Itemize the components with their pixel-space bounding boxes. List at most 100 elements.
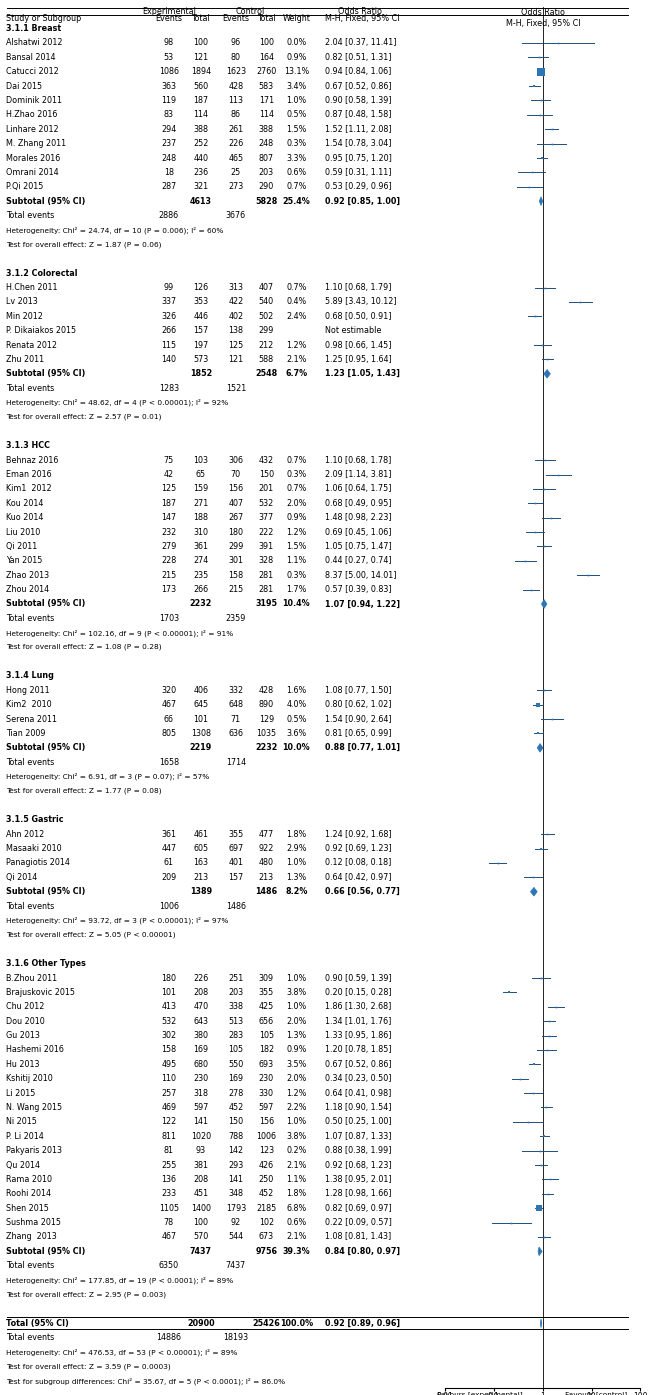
- Text: 807: 807: [259, 153, 274, 163]
- Text: Total (95% CI): Total (95% CI): [6, 1318, 70, 1328]
- Text: P. Dikaiakos 2015: P. Dikaiakos 2015: [6, 326, 77, 335]
- Polygon shape: [530, 887, 537, 896]
- Text: 0.69 [0.45, 1.06]: 0.69 [0.45, 1.06]: [325, 527, 391, 537]
- Text: 233: 233: [161, 1190, 177, 1198]
- Text: 3.8%: 3.8%: [286, 988, 306, 997]
- Text: 2548: 2548: [255, 370, 278, 378]
- Text: 125: 125: [228, 340, 244, 350]
- Text: 171: 171: [259, 96, 274, 105]
- Text: 126: 126: [193, 283, 209, 292]
- Text: Panagiotis 2014: Panagiotis 2014: [6, 858, 70, 868]
- Text: 1.8%: 1.8%: [286, 830, 306, 838]
- Text: 1.7%: 1.7%: [286, 585, 307, 594]
- Text: 1.10 [0.68, 1.79]: 1.10 [0.68, 1.79]: [325, 283, 391, 292]
- Text: 208: 208: [193, 988, 209, 997]
- Text: Subtotal (95% CI): Subtotal (95% CI): [6, 370, 86, 378]
- Text: 0.81 [0.65, 0.99]: 0.81 [0.65, 0.99]: [325, 730, 391, 738]
- Text: 2.1%: 2.1%: [286, 1232, 307, 1242]
- Text: 1.08 [0.77, 1.50]: 1.08 [0.77, 1.50]: [325, 686, 391, 695]
- Text: 173: 173: [161, 585, 177, 594]
- Text: 3.3%: 3.3%: [286, 153, 306, 163]
- Text: 187: 187: [161, 499, 177, 508]
- Text: 119: 119: [161, 96, 177, 105]
- Text: 0.80 [0.62, 1.02]: 0.80 [0.62, 1.02]: [325, 700, 391, 709]
- Text: 103: 103: [193, 456, 208, 465]
- Text: 39.3%: 39.3%: [283, 1247, 310, 1256]
- Text: 3.5%: 3.5%: [286, 1060, 307, 1069]
- Text: P.Qi 2015: P.Qi 2015: [6, 183, 44, 191]
- Text: 273: 273: [228, 183, 244, 191]
- Text: 544: 544: [228, 1232, 243, 1242]
- Text: Hong 2011: Hong 2011: [6, 686, 50, 695]
- Text: Dai 2015: Dai 2015: [6, 81, 43, 91]
- Text: 25.4%: 25.4%: [283, 197, 310, 205]
- Text: 105: 105: [228, 1045, 243, 1055]
- Text: 101: 101: [161, 988, 176, 997]
- Text: 355: 355: [228, 830, 244, 838]
- Text: Pakyaris 2013: Pakyaris 2013: [6, 1147, 62, 1155]
- Text: 156: 156: [259, 1117, 274, 1126]
- Text: Kim1  2012: Kim1 2012: [6, 484, 52, 494]
- Text: 1006: 1006: [256, 1131, 276, 1141]
- Text: 0.82 [0.69, 0.97]: 0.82 [0.69, 0.97]: [325, 1204, 392, 1212]
- Text: 338: 338: [228, 1002, 243, 1011]
- Text: 1.52 [1.11, 2.08]: 1.52 [1.11, 2.08]: [325, 124, 391, 134]
- Text: 540: 540: [259, 297, 274, 307]
- Text: 452: 452: [228, 1103, 244, 1112]
- Text: 467: 467: [161, 700, 177, 709]
- Text: 0.7%: 0.7%: [286, 183, 307, 191]
- Text: 0.98 [0.66, 1.45]: 0.98 [0.66, 1.45]: [325, 340, 391, 350]
- Text: 636: 636: [228, 730, 243, 738]
- Text: 18193: 18193: [223, 1334, 248, 1342]
- Text: 588: 588: [259, 354, 274, 364]
- Text: Li 2015: Li 2015: [6, 1088, 36, 1098]
- Text: 0.3%: 0.3%: [286, 470, 306, 478]
- Text: 318: 318: [193, 1088, 208, 1098]
- Polygon shape: [540, 1320, 542, 1328]
- Text: Total events: Total events: [6, 384, 55, 393]
- Polygon shape: [544, 370, 551, 378]
- Text: 1.10 [0.68, 1.78]: 1.10 [0.68, 1.78]: [325, 456, 391, 465]
- Text: 8.37 [5.00, 14.01]: 8.37 [5.00, 14.01]: [325, 571, 396, 580]
- Text: Test for overall effect: Z = 3.59 (P = 0.0003): Test for overall effect: Z = 3.59 (P = 0…: [6, 1363, 171, 1370]
- Text: 1.2%: 1.2%: [286, 340, 307, 350]
- Text: 1486: 1486: [226, 901, 246, 911]
- Text: 407: 407: [228, 499, 243, 508]
- Text: Favours [experimental]: Favours [experimental]: [437, 1391, 522, 1395]
- Text: 422: 422: [228, 297, 244, 307]
- Text: 1283: 1283: [159, 384, 179, 393]
- Text: H.Chen 2011: H.Chen 2011: [6, 283, 58, 292]
- Text: 310: 310: [193, 527, 208, 537]
- Text: Hashemi 2016: Hashemi 2016: [6, 1045, 64, 1055]
- Text: Kou 2014: Kou 2014: [6, 499, 44, 508]
- Text: 169: 169: [193, 1045, 209, 1055]
- Text: 301: 301: [228, 557, 243, 565]
- Text: 1703: 1703: [159, 614, 179, 624]
- Text: 271: 271: [193, 499, 209, 508]
- Text: 0.94 [0.84, 1.06]: 0.94 [0.84, 1.06]: [325, 67, 391, 77]
- Text: 0.67 [0.52, 0.86]: 0.67 [0.52, 0.86]: [325, 1060, 391, 1069]
- Text: Total events: Total events: [6, 1261, 55, 1271]
- Text: Total events: Total events: [6, 211, 55, 220]
- Text: Liu 2010: Liu 2010: [6, 527, 41, 537]
- Text: 1.1%: 1.1%: [286, 1175, 306, 1184]
- Text: 377: 377: [259, 513, 274, 522]
- Text: 1.28 [0.98, 1.66]: 1.28 [0.98, 1.66]: [325, 1190, 391, 1198]
- Text: Test for subgroup differences: Chi² = 35.67, df = 5 (P < 0.0001); I² = 86.0%: Test for subgroup differences: Chi² = 35…: [6, 1377, 285, 1385]
- Text: 361: 361: [161, 830, 176, 838]
- Text: 65: 65: [196, 470, 206, 478]
- Text: 235: 235: [193, 571, 209, 580]
- Text: 0.68 [0.50, 0.91]: 0.68 [0.50, 0.91]: [325, 311, 391, 321]
- Text: 100: 100: [193, 1218, 208, 1228]
- Text: 0.9%: 0.9%: [286, 53, 307, 61]
- Text: Gu 2013: Gu 2013: [6, 1031, 40, 1041]
- Text: Test for overall effect: Z = 2.95 (P = 0.003): Test for overall effect: Z = 2.95 (P = 0…: [6, 1292, 166, 1297]
- Text: Min 2012: Min 2012: [6, 311, 44, 321]
- Text: 605: 605: [193, 844, 209, 854]
- Text: Total: Total: [257, 14, 276, 22]
- Text: 3195: 3195: [255, 600, 278, 608]
- Text: 257: 257: [161, 1088, 177, 1098]
- Text: 1.07 [0.94, 1.22]: 1.07 [0.94, 1.22]: [325, 600, 400, 608]
- Text: 230: 230: [193, 1074, 209, 1084]
- Text: Kshitij 2010: Kshitij 2010: [6, 1074, 53, 1084]
